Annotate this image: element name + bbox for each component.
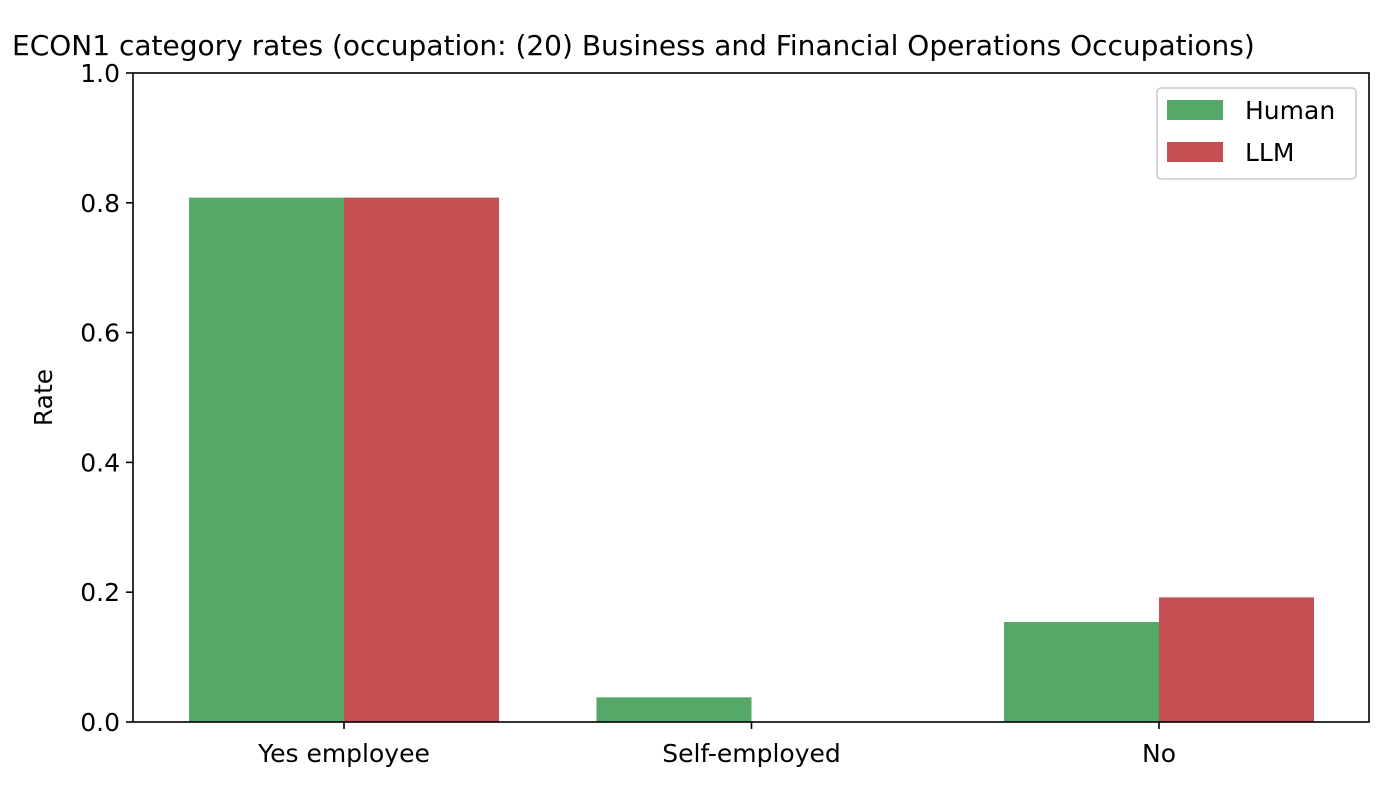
bar-llm-no bbox=[1159, 597, 1314, 722]
legend-swatch-llm bbox=[1167, 142, 1223, 162]
y-tick-label: 0.4 bbox=[80, 448, 120, 477]
x-tick-label: Self-employed bbox=[662, 739, 841, 768]
legend-label-human: Human bbox=[1245, 96, 1335, 125]
legend-swatch-human bbox=[1167, 100, 1223, 120]
bar-human-no bbox=[1004, 622, 1159, 722]
y-tick-label: 0.8 bbox=[80, 189, 120, 218]
bar-human-yes-employee bbox=[189, 197, 344, 722]
y-tick-label: 0.2 bbox=[80, 578, 120, 607]
y-tick-label: 1.0 bbox=[80, 59, 120, 88]
y-tick-label: 0.0 bbox=[80, 708, 120, 737]
legend-label-llm: LLM bbox=[1245, 138, 1294, 167]
y-axis-label: Rate bbox=[29, 369, 58, 426]
x-tick-label: Yes employee bbox=[257, 739, 430, 768]
x-tick-label: No bbox=[1142, 739, 1176, 768]
bar-human-self-employed bbox=[596, 697, 752, 722]
y-tick-label: 0.6 bbox=[80, 319, 120, 348]
chart-title: ECON1 category rates (occupation: (20) B… bbox=[12, 29, 1255, 62]
bar-llm-yes-employee bbox=[344, 197, 499, 722]
plot-frame bbox=[132, 72, 1370, 723]
